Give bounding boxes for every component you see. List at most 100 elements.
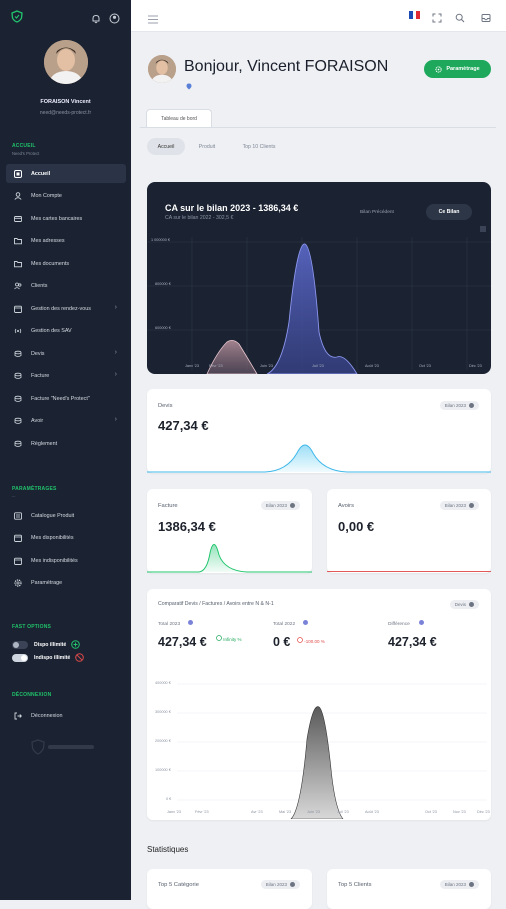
toggle-indispo-illimite[interactable]: Indispo illimité [12, 653, 85, 662]
tab-divider [140, 127, 496, 128]
x-tick: Févr '23 [209, 364, 223, 368]
hamburger-menu-icon[interactable] [148, 11, 158, 29]
x-tick: Janv '23 [185, 364, 200, 368]
sidebar-item-catalogue[interactable]: Catalogue Produit [6, 506, 126, 525]
tab-tableau-de-bord[interactable]: Tableau de bord [146, 109, 212, 127]
broadcast-icon [14, 327, 22, 335]
info-icon [290, 503, 295, 508]
x-tick: Oct '23 [425, 810, 437, 814]
chart-title: CA sur le bilan 2023 - 1386,34 € [165, 203, 299, 213]
sidebar-item-facture-needs[interactable]: Facture "Need's Protect" [6, 389, 126, 408]
info-icon [469, 602, 474, 607]
current-period-button[interactable]: Ce Bilan [426, 204, 472, 220]
info-icon [303, 620, 308, 625]
coins-icon [14, 417, 22, 425]
toggle-dispo-illimite[interactable]: Dispo illimité [12, 640, 81, 649]
compare-chart [177, 683, 487, 819]
x-tick: Janv '23 [167, 810, 182, 814]
period-badge[interactable]: Bilan 2023 [439, 401, 479, 410]
logout-icon [14, 712, 22, 720]
avatar[interactable] [148, 55, 176, 83]
coins-icon [14, 440, 22, 448]
sidebar-item-rendez-vous[interactable]: Gestion des rendez-vous › [6, 299, 126, 318]
previous-period-button[interactable]: Bilan Précédent [360, 209, 394, 215]
x-tick: Juil '23 [312, 364, 324, 368]
period-badge[interactable]: Bilan 2023 [439, 880, 479, 889]
type-badge[interactable]: Devis [449, 600, 479, 609]
toggle-switch[interactable] [12, 640, 28, 649]
compare-card: Comparatif Devis / Factures / Avoirs ent… [147, 589, 491, 820]
y-tick: 800000 € [155, 282, 171, 286]
section-title-accueil: ACCUEIL [12, 143, 36, 149]
top-clients-card: Top 5 Clients Bilan 2023 [327, 869, 491, 909]
chevron-right-icon: › [114, 349, 117, 356]
folder-icon [14, 237, 22, 245]
sidebar-item-clients[interactable]: Clients [6, 276, 126, 295]
toggle-switch[interactable] [12, 653, 28, 662]
page-title: Bonjour, Vincent FORAISON [184, 58, 389, 75]
facture-value: 1386,34 € [158, 519, 216, 534]
settings-button[interactable]: Paramètrage [424, 60, 491, 78]
devis-label: Devis [158, 403, 173, 409]
sidebar-item-accueil[interactable]: Accueil [6, 164, 126, 183]
statistics-heading: Statistiques [147, 845, 189, 854]
x-tick: Déc '23 [469, 364, 482, 368]
section-title-parametrages: PARAMÈTRAGES [12, 486, 57, 492]
period-badge[interactable]: Bilan 2023 [439, 501, 479, 510]
sidebar-item-reglement[interactable]: Règlement [6, 434, 126, 453]
y-tick: 0 € [166, 797, 172, 801]
period-badge[interactable]: Bilan 2023 [260, 880, 300, 889]
ca-chart-card: CA sur le bilan 2023 - 1386,34 € CA sur … [147, 182, 491, 374]
top-category-card: Top 5 Catégorie Bilan 2023 [147, 869, 312, 909]
shield-logo-icon[interactable] [11, 10, 23, 28]
bell-icon[interactable] [91, 11, 101, 29]
coins-icon [14, 372, 22, 380]
sidebar-item-documents[interactable]: Mes documents [6, 254, 126, 273]
sidebar-item-adresses[interactable]: Mes adresses [6, 231, 126, 250]
sidebar-item-logout[interactable]: Déconnexion [6, 706, 126, 725]
pill-produit[interactable]: Produit [198, 143, 216, 150]
info-icon [469, 403, 474, 408]
x-tick: Févr '23 [195, 810, 209, 814]
devis-card: Devis Bilan 2023 427,34 € [147, 389, 491, 473]
coins-icon [14, 395, 22, 403]
avatar[interactable] [44, 40, 88, 84]
user-name: FORAISON Vincent [40, 99, 91, 105]
user-circle-icon[interactable] [109, 11, 120, 29]
top-category-label: Top 5 Catégorie [158, 882, 199, 888]
period-badge[interactable]: Bilan 2023 [260, 501, 300, 510]
total-2023-value: 427,34 € [158, 635, 207, 649]
sidebar-item-mon-compte[interactable]: Mon Compte [6, 186, 126, 205]
sidebar-item-parametrage[interactable]: Paramètrage [6, 573, 126, 592]
x-tick: Déc '23 [477, 810, 490, 814]
facture-card: Facture Bilan 2023 1386,34 € [147, 489, 312, 573]
fullscreen-icon[interactable] [432, 10, 442, 28]
sidebar-item-facture[interactable]: Facture › [6, 366, 126, 385]
sidebar-item-indisponibilites[interactable]: Mes indisponibilités [6, 551, 126, 570]
gear-icon [14, 578, 22, 587]
watermark-logo [30, 738, 100, 756]
chart-subtitle: CA sur le bilan 2022 - 302,5 € [165, 215, 234, 221]
facture-label: Facture [158, 503, 178, 509]
plus-circle-icon [71, 640, 81, 649]
sidebar-item-avoir[interactable]: Avoir › [6, 411, 126, 430]
french-flag-icon[interactable] [409, 11, 421, 19]
pill-top-clients[interactable]: Top 10 Clients [242, 143, 276, 150]
sidebar-item-devis[interactable]: Devis › [6, 344, 126, 363]
card-icon [13, 215, 23, 223]
devis-sparkline [147, 444, 491, 473]
coins-icon [14, 350, 22, 358]
pill-accueil[interactable]: Accueil [147, 138, 185, 155]
inbox-icon[interactable] [481, 10, 491, 28]
section-subtitle-parametrages: ... [12, 493, 16, 498]
calendar-icon [14, 557, 22, 565]
sidebar-item-sav[interactable]: Gestion des SAV [6, 321, 126, 340]
sidebar-item-cartes[interactable]: Mes cartes bancaires [6, 209, 126, 228]
avoirs-card: Avoirs Bilan 2023 0,00 € [327, 489, 491, 573]
ca-area-chart [147, 226, 491, 374]
sidebar-item-disponibilites[interactable]: Mes disponibilités [6, 528, 126, 547]
avoirs-sparkline [327, 571, 491, 572]
search-icon[interactable] [455, 10, 465, 28]
catalog-icon [14, 511, 22, 520]
chevron-right-icon: › [114, 416, 117, 423]
